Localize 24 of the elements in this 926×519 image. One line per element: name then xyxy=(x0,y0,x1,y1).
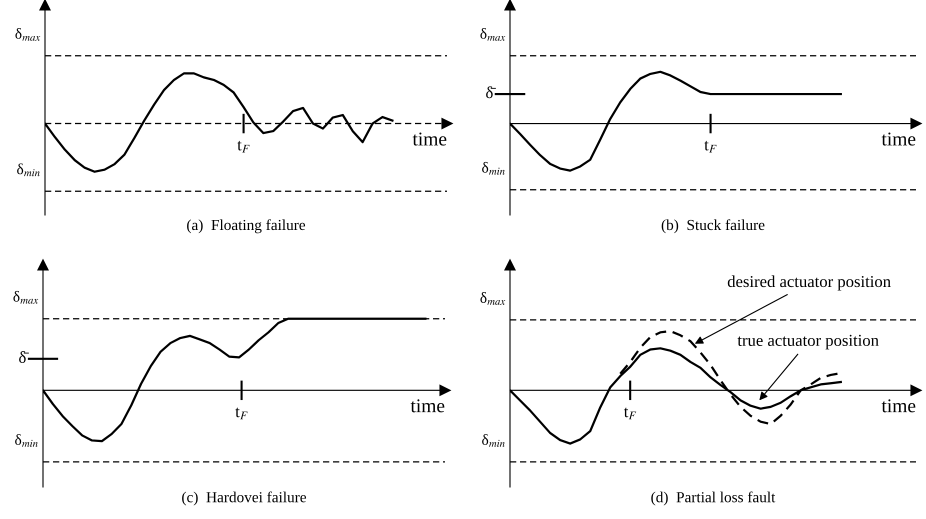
ref-line-label: δ$_{max}$ xyxy=(480,292,506,305)
x-axis-title: time xyxy=(412,132,446,146)
x-axis-title: time xyxy=(410,399,444,412)
text: desired actuator position xyxy=(728,275,891,291)
ref-line-label: δ̄ xyxy=(19,351,29,363)
annotation: t$_{F}$ xyxy=(624,408,636,420)
x-axis-title: time xyxy=(882,132,916,146)
ref-line-label: δ$_{min}$ xyxy=(482,162,505,175)
legend-label: δ$_{max}$ xyxy=(480,28,506,41)
ref-line-label: δ$_{min}$ xyxy=(15,434,38,447)
ref-line-label: δ$_{max}$ xyxy=(13,290,38,304)
legend-label: δ$_{max}$ xyxy=(15,28,40,41)
annotation: t$_{F}$ xyxy=(704,140,717,152)
text: (b) Stuck failure xyxy=(662,219,764,234)
annotation: t$_{F}$ xyxy=(237,140,250,152)
x-axis-title: time xyxy=(882,399,916,412)
text: (c) Hardovei failure xyxy=(182,491,306,506)
text: (d) Partial loss fault xyxy=(651,491,776,506)
ref-line-label: δ̄ xyxy=(486,86,496,98)
annotation: t$_{F}$ xyxy=(235,408,248,420)
ref-line-label: δ$_{min}$ xyxy=(482,434,505,447)
ref-line-label: δ$_{min}$ xyxy=(17,163,40,176)
annotation: true actuator position xyxy=(738,334,879,350)
text: (a) Floating failure xyxy=(187,219,306,234)
